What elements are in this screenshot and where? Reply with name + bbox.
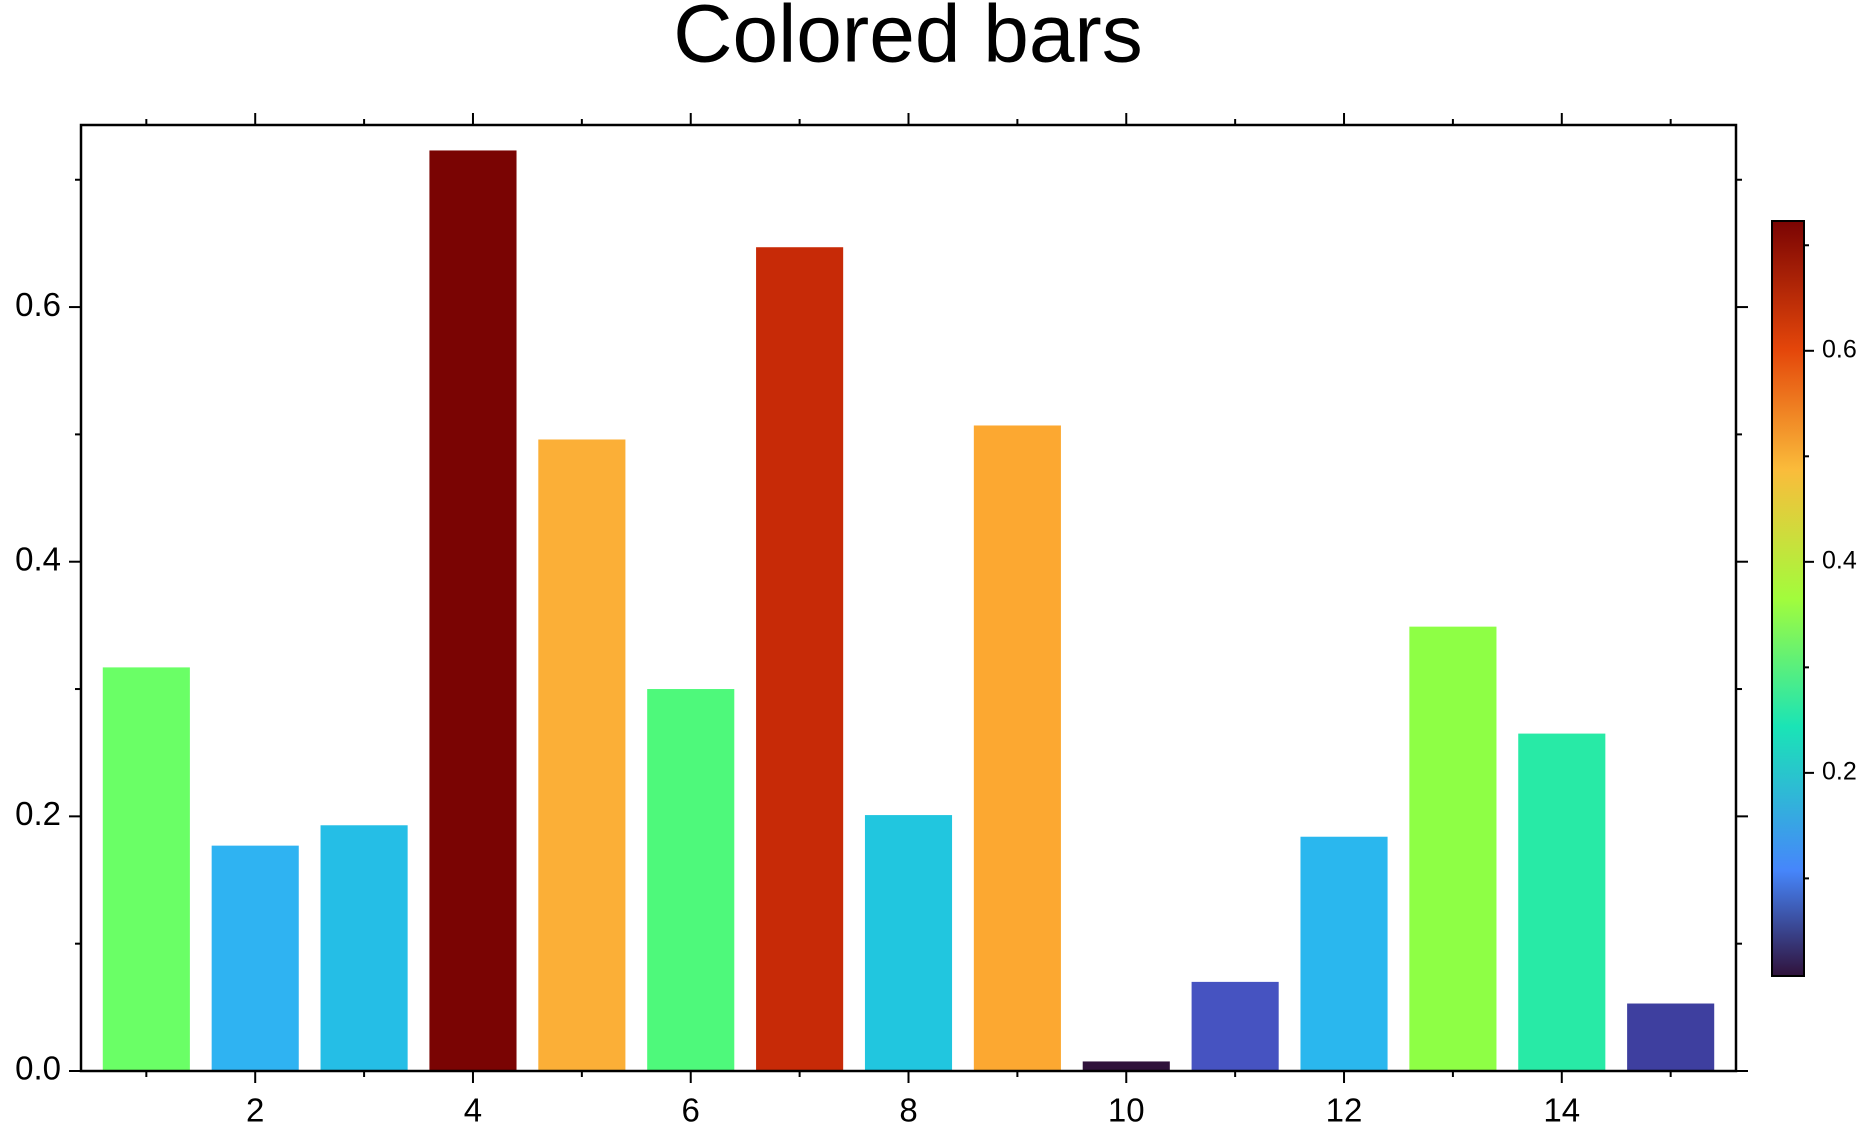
- x-tick-label: 4: [464, 1092, 482, 1129]
- x-tick-label: 14: [1543, 1092, 1580, 1129]
- x-tick-label: 2: [246, 1092, 264, 1129]
- x-tick-label: 12: [1326, 1092, 1363, 1129]
- bar: [211, 845, 299, 1071]
- bar: [320, 825, 408, 1071]
- colorbar-tick-label: 0.2: [1822, 757, 1857, 785]
- bar: [973, 425, 1061, 1071]
- colorbar: [1771, 220, 1805, 977]
- x-tick-label: 10: [1108, 1092, 1145, 1129]
- bar: [1191, 981, 1279, 1071]
- bar: [1082, 1061, 1170, 1071]
- bar: [429, 150, 517, 1071]
- y-tick-label: 0.4: [15, 540, 61, 577]
- bar: [1409, 626, 1497, 1071]
- x-tick-label: 6: [682, 1092, 700, 1129]
- chart-title: Colored bars: [673, 0, 1142, 80]
- y-tick-label: 0.0: [15, 1050, 61, 1087]
- bar: [538, 439, 626, 1072]
- colorbar-tick-label: 0.4: [1822, 546, 1857, 574]
- y-tick-label: 0.2: [15, 795, 61, 832]
- bar: [1300, 836, 1388, 1071]
- y-tick-label: 0.6: [15, 286, 61, 323]
- x-tick-label: 8: [899, 1092, 917, 1129]
- bar: [864, 815, 953, 1071]
- bar: [647, 689, 735, 1071]
- bar: [1627, 1003, 1715, 1071]
- bar: [102, 667, 190, 1071]
- bar: [1518, 733, 1606, 1071]
- colorbar-tick-label: 0.6: [1822, 335, 1857, 363]
- bar: [756, 247, 844, 1071]
